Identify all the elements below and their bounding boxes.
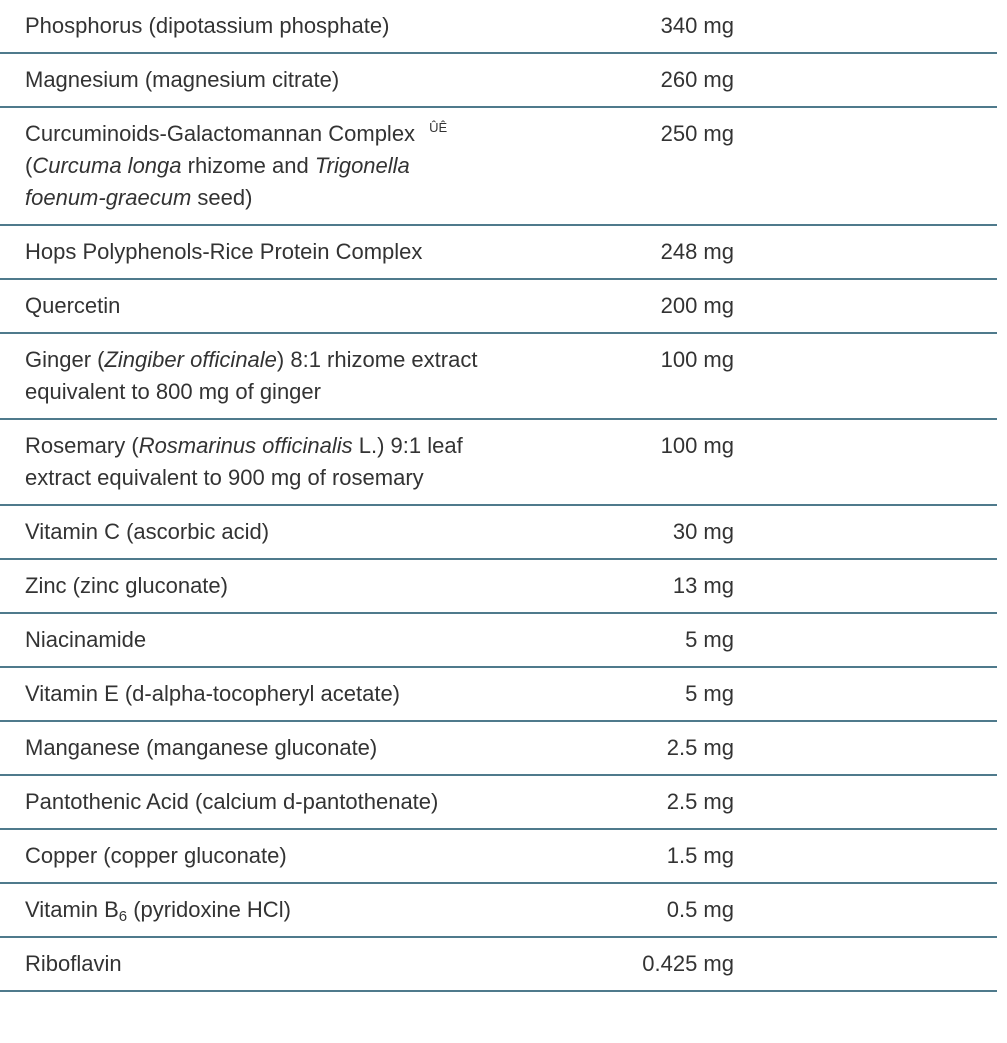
row-spacer — [734, 0, 997, 54]
nutrient-amount: 30 mg — [490, 505, 734, 560]
row-spacer — [734, 107, 997, 226]
nutrient-amount: 0.425 mg — [490, 937, 734, 992]
row-spacer — [734, 505, 997, 560]
nutrient-row: Ginger (Zingiber officinale) 8:1 rhizome… — [0, 333, 997, 420]
name-segment: ) 8:1 rhizome extract equivalent to 800 … — [25, 347, 478, 404]
nutrient-name: Rosemary (Rosmarinus officinalis L.) 9:1… — [0, 419, 490, 506]
nutrient-name: Ginger (Zingiber officinale) 8:1 rhizome… — [0, 333, 490, 420]
name-segment: Zingiber officinale — [104, 347, 277, 372]
name-segment: Vitamin B — [25, 897, 119, 922]
name-segment: Vitamin C (ascorbic acid) — [25, 519, 270, 544]
name-segment: Niacinamide — [25, 627, 147, 652]
nutrient-row: Vitamin B6 (pyridoxine HCl) 0.5 mg — [0, 883, 997, 938]
name-segment: ( — [25, 153, 33, 178]
nutrient-row: Pantothenic Acid (calcium d-pantothenate… — [0, 775, 997, 830]
name-segment: Curcuminoids-Galactomannan Complex — [25, 121, 422, 146]
row-spacer — [734, 667, 997, 722]
nutrient-amount: 13 mg — [490, 559, 734, 614]
nutrient-amount: 248 mg — [490, 225, 734, 280]
nutrient-amount: 1.5 mg — [490, 829, 734, 884]
row-spacer — [734, 333, 997, 420]
name-segment: Copper (copper gluconate) — [25, 843, 287, 868]
nutrient-amount: 260 mg — [490, 53, 734, 108]
name-segment: Manganese (manganese gluconate) — [25, 735, 378, 760]
name-segment: L.) 9:1 leaf extract equivalent to 900 m… — [25, 433, 463, 490]
nutrient-name: Vitamin E (d-alpha-tocopheryl acetate) — [0, 667, 490, 722]
row-spacer — [734, 419, 997, 506]
nutrient-amount: 0.5 mg — [490, 883, 734, 938]
name-segment: Ginger ( — [25, 347, 105, 372]
name-segment: seed) — [191, 185, 253, 210]
nutrient-name: Vitamin B6 (pyridoxine HCl) — [0, 883, 490, 938]
nutrient-name: Magnesium (magnesium citrate) — [0, 53, 490, 108]
name-segment: Magnesium (magnesium citrate) — [25, 67, 340, 92]
nutrient-name: Quercetin — [0, 279, 490, 334]
nutrient-row: Riboflavin 0.425 mg — [0, 937, 997, 992]
name-segment: Rosemary ( — [25, 433, 139, 458]
row-spacer — [734, 829, 997, 884]
name-segment: ÛÊ — [429, 120, 448, 135]
row-spacer — [734, 775, 997, 830]
nutrient-amount: 2.5 mg — [490, 775, 734, 830]
nutrient-amount: 340 mg — [490, 0, 734, 54]
nutrient-amount: 5 mg — [490, 613, 734, 668]
nutrient-row: Quercetin 200 mg — [0, 279, 997, 334]
row-spacer — [734, 937, 997, 992]
name-segment: 6 — [118, 908, 128, 925]
nutrient-name: Riboflavin — [0, 937, 490, 992]
nutrient-amount: 2.5 mg — [490, 721, 734, 776]
nutrient-amount: 100 mg — [490, 419, 734, 506]
nutrient-row: Vitamin E (d-alpha-tocopheryl acetate) 5 … — [0, 667, 997, 722]
row-spacer — [734, 559, 997, 614]
nutrient-row: Curcuminoids-Galactomannan Complex ÛÊ (C… — [0, 107, 997, 226]
nutrient-row: Magnesium (magnesium citrate) 260 mg — [0, 53, 997, 108]
name-segment: Rosmarinus officinalis — [138, 433, 353, 458]
name-segment: Vitamin E (d-alpha-tocopheryl acetate) — [25, 681, 401, 706]
nutrient-amount: 5 mg — [490, 667, 734, 722]
name-segment: Phosphorus (dipotassium phosphate) — [25, 13, 390, 38]
name-segment: Quercetin — [25, 293, 121, 318]
nutrient-name: Hops Polyphenols-Rice Protein Complex — [0, 225, 490, 280]
nutrient-row: Rosemary (Rosmarinus officinalis L.) 9:1… — [0, 419, 997, 506]
nutrient-row: Manganese (manganese gluconate) 2.5 mg — [0, 721, 997, 776]
nutrient-row: Zinc (zinc gluconate) 13 mg — [0, 559, 997, 614]
name-segment: Zinc (zinc gluconate) — [25, 573, 228, 598]
nutrient-name: Copper (copper gluconate) — [0, 829, 490, 884]
row-spacer — [734, 883, 997, 938]
name-segment: Hops Polyphenols-Rice Protein Complex — [25, 239, 423, 264]
nutrient-row: Vitamin C (ascorbic acid) 30 mg — [0, 505, 997, 560]
name-segment: rhizome and — [181, 153, 315, 178]
nutrient-name: Zinc (zinc gluconate) — [0, 559, 490, 614]
nutrient-name: Curcuminoids-Galactomannan Complex ÛÊ (C… — [0, 107, 490, 226]
name-segment: Riboflavin — [25, 951, 122, 976]
name-segment: (pyridoxine HCl) — [127, 897, 291, 922]
nutrient-amount: 250 mg — [490, 107, 734, 226]
nutrient-row: Phosphorus (dipotassium phosphate) 340 mg — [0, 0, 997, 54]
nutrient-name: Phosphorus (dipotassium phosphate) — [0, 0, 490, 54]
nutrient-row: Hops Polyphenols-Rice Protein Complex 248… — [0, 225, 997, 280]
name-segment: Trigonella foenum-graecum — [25, 153, 410, 210]
row-spacer — [734, 225, 997, 280]
row-spacer — [734, 279, 997, 334]
row-spacer — [734, 613, 997, 668]
nutrient-name: Vitamin C (ascorbic acid) — [0, 505, 490, 560]
name-segment: Pantothenic Acid (calcium d-pantothenate… — [25, 789, 439, 814]
name-segment: Curcuma longa — [32, 153, 182, 178]
nutrient-amount: 200 mg — [490, 279, 734, 334]
nutrient-name: Manganese (manganese gluconate) — [0, 721, 490, 776]
nutrient-name: Pantothenic Acid (calcium d-pantothenate… — [0, 775, 490, 830]
row-spacer — [734, 721, 997, 776]
nutrient-row: Copper (copper gluconate) 1.5 mg — [0, 829, 997, 884]
nutrient-table: Phosphorus (dipotassium phosphate) 340 mg… — [0, 0, 997, 992]
nutrient-row: Niacinamide 5 mg — [0, 613, 997, 668]
nutrient-name: Niacinamide — [0, 613, 490, 668]
row-spacer — [734, 53, 997, 108]
nutrient-amount: 100 mg — [490, 333, 734, 420]
